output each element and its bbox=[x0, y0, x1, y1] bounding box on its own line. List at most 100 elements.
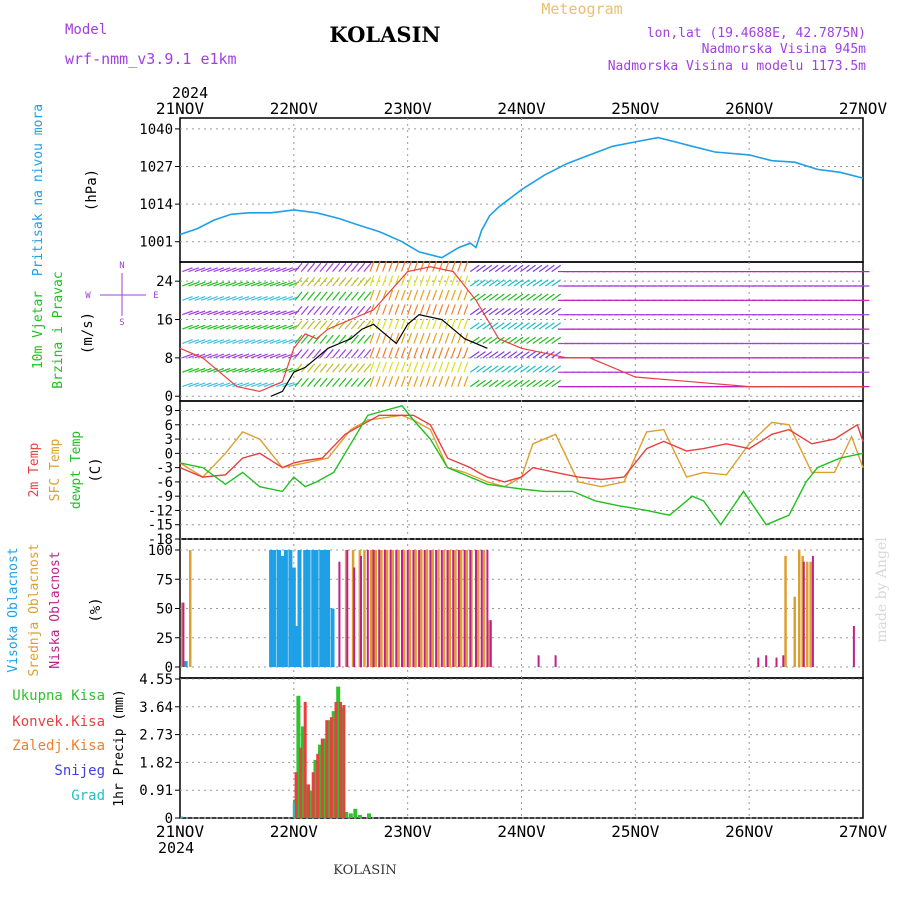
wind-barb bbox=[263, 353, 275, 359]
wind-barb bbox=[307, 277, 316, 287]
wind-barb bbox=[307, 262, 316, 272]
wind-barb bbox=[300, 277, 309, 287]
cloud-bar bbox=[183, 661, 188, 667]
model-label: Model bbox=[65, 22, 107, 38]
cloud-bar bbox=[326, 550, 330, 667]
wind-barb bbox=[313, 262, 322, 272]
wind-barb bbox=[450, 376, 456, 387]
wind-barb bbox=[438, 361, 444, 373]
wind-barb bbox=[444, 361, 450, 373]
precip-bar bbox=[342, 705, 346, 818]
wind-barb bbox=[213, 382, 225, 388]
day-label-top: 22NOV bbox=[270, 99, 319, 118]
cloud-bar bbox=[784, 555, 787, 667]
wind-barb bbox=[263, 267, 275, 273]
wind-barb bbox=[188, 281, 200, 287]
wind-barb bbox=[357, 334, 366, 344]
wind-barb bbox=[551, 336, 562, 344]
wind-barb bbox=[250, 367, 262, 373]
wind-barb bbox=[400, 289, 406, 301]
wind-barb bbox=[382, 347, 387, 359]
wind-barb bbox=[419, 260, 425, 272]
wind-barb bbox=[501, 365, 511, 373]
wind-barb bbox=[238, 324, 250, 330]
y-tick-label: 1027 bbox=[139, 160, 173, 176]
wind-barb bbox=[219, 296, 231, 301]
cloud-bar bbox=[537, 655, 540, 667]
wind-barb bbox=[307, 291, 316, 301]
wind-barb bbox=[400, 275, 406, 287]
wind-barb bbox=[363, 277, 372, 287]
high-cloud-label: Visoka Oblacnost bbox=[6, 547, 21, 672]
wind-barb bbox=[494, 351, 505, 359]
year-top: 2024 bbox=[172, 84, 208, 102]
wind-barb bbox=[476, 379, 486, 388]
wind-barb bbox=[513, 264, 524, 273]
wind-barb bbox=[538, 365, 549, 373]
wind-barb bbox=[332, 291, 341, 301]
wind-barb bbox=[213, 324, 225, 330]
wind-barb bbox=[432, 332, 438, 344]
station-title: KOLASIN bbox=[329, 22, 440, 47]
cloud-bar bbox=[408, 550, 412, 667]
wind-barb bbox=[469, 336, 480, 344]
wind-barb bbox=[551, 307, 562, 316]
wind-barb bbox=[400, 347, 406, 359]
wind-barb bbox=[469, 279, 480, 287]
wind-barb bbox=[263, 296, 275, 301]
precip-bar bbox=[357, 814, 362, 818]
wind-barb bbox=[488, 322, 499, 330]
precip-bar bbox=[292, 802, 295, 818]
wind-barb bbox=[507, 264, 518, 273]
wind-barb bbox=[438, 275, 444, 287]
wind-barb bbox=[532, 365, 543, 373]
wind-barb bbox=[526, 379, 536, 388]
year-bottom: 2024 bbox=[158, 839, 194, 857]
wind-barb bbox=[244, 339, 256, 345]
wind-barb bbox=[444, 289, 450, 301]
cloud-bar bbox=[277, 550, 281, 667]
cloud-bar bbox=[353, 567, 356, 667]
precip-bar bbox=[329, 717, 333, 818]
wind-barb bbox=[182, 296, 193, 301]
y-tick-label: 0 bbox=[165, 446, 173, 462]
wind-barb bbox=[457, 347, 463, 359]
wind-barb bbox=[357, 262, 366, 272]
wind-barb bbox=[507, 336, 518, 344]
wind-barb bbox=[294, 349, 303, 359]
cloud-bar bbox=[775, 657, 778, 667]
wind-barb bbox=[513, 365, 524, 373]
low-cloud-label: Niska Oblacnost bbox=[48, 551, 63, 668]
wind-barb bbox=[325, 291, 334, 301]
wind-barb bbox=[200, 324, 212, 330]
wind-barb bbox=[494, 336, 505, 344]
cloud-bar bbox=[351, 550, 355, 667]
cloud-unit: (%) bbox=[88, 597, 104, 622]
wind-barb bbox=[194, 353, 206, 359]
wind-barb bbox=[457, 289, 463, 301]
cloud-bar bbox=[374, 550, 377, 667]
wind-barb bbox=[375, 260, 381, 272]
wind-barb bbox=[476, 336, 486, 344]
wind-barb bbox=[194, 296, 206, 301]
wind-barb bbox=[382, 376, 387, 387]
precip-bar bbox=[181, 816, 184, 818]
wind-barb bbox=[200, 353, 212, 359]
wind-barb bbox=[400, 361, 406, 373]
wind-barb bbox=[213, 367, 225, 373]
wind-barb bbox=[188, 267, 200, 273]
wind-barb bbox=[300, 262, 309, 272]
wind-barb bbox=[232, 367, 243, 373]
y-tick-label: 0.91 bbox=[139, 783, 173, 799]
cloud-bar bbox=[469, 550, 472, 667]
temp2m-line bbox=[179, 414, 864, 483]
wind-barb bbox=[294, 305, 303, 316]
wind-barb bbox=[520, 279, 530, 287]
wind-barb bbox=[532, 379, 543, 388]
wind-barb bbox=[225, 339, 237, 345]
wind-barb bbox=[513, 336, 524, 344]
wind-barb bbox=[313, 291, 322, 301]
wind-barb bbox=[338, 291, 347, 301]
cloud-bar bbox=[482, 550, 486, 667]
cloud-bar bbox=[283, 550, 288, 667]
